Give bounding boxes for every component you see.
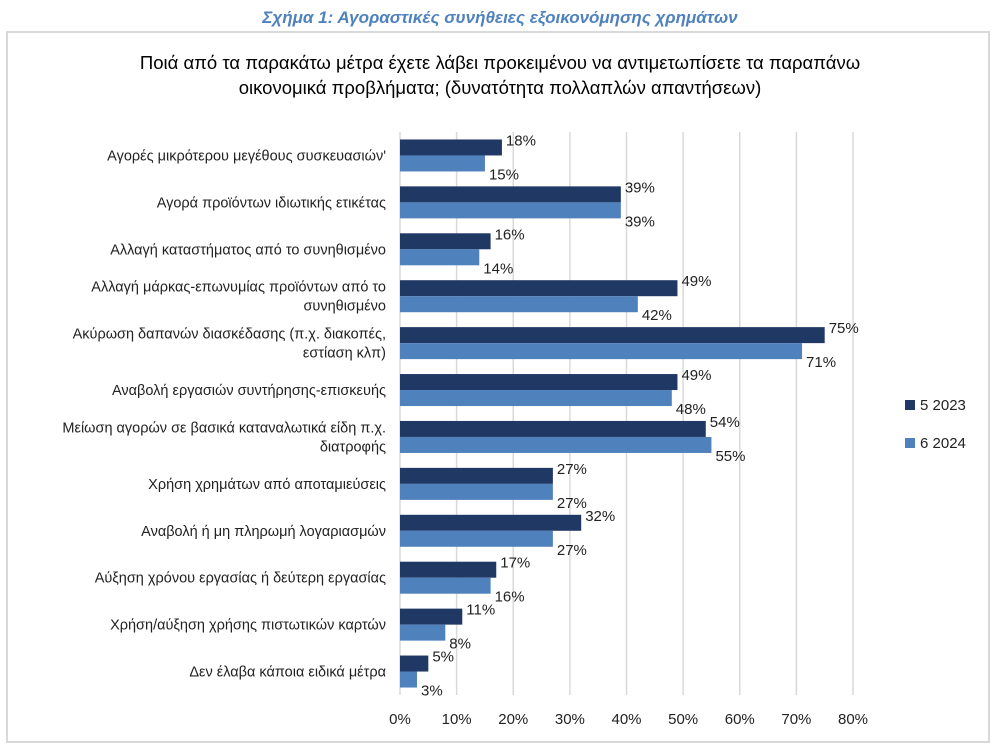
category-label: εστίαση κλπ) — [303, 346, 386, 362]
legend-swatch — [905, 400, 915, 410]
category-label: Αναβολή εργασιών συντήρησης-επισκευής — [112, 383, 386, 399]
category-label: Ακύρωση δαπανών διασκέδασης (π.χ. διακοπ… — [73, 327, 386, 343]
x-tick-label: 20% — [498, 711, 528, 728]
chart-title-line: οικονομικά προβλήματα; (δυνατότητα πολλα… — [238, 77, 762, 98]
category-label: Αλλαγή καταστήματος από το συνηθισμένο — [110, 242, 386, 258]
x-tick-label: 70% — [781, 711, 811, 728]
x-tick-label: 0% — [389, 711, 411, 728]
data-label: 75% — [829, 320, 859, 337]
bar — [400, 186, 621, 203]
legend-swatch — [905, 438, 915, 448]
data-label: 49% — [681, 367, 711, 384]
category-label: Αύξηση χρόνου εργασίας ή δεύτερη εργασία… — [95, 571, 386, 587]
bar — [400, 514, 582, 531]
bar — [400, 155, 485, 172]
chart-title-line: Ποιά από τα παρακάτω μέτρα έχετε λάβει π… — [139, 52, 861, 73]
data-label: 55% — [715, 448, 745, 465]
bar — [400, 343, 803, 360]
bar — [400, 577, 491, 594]
data-label: 39% — [625, 213, 655, 230]
data-label: 16% — [495, 589, 525, 606]
data-label: 27% — [557, 542, 587, 559]
category-label: συνηθισμένο — [303, 299, 386, 315]
bar — [400, 624, 446, 641]
bar — [400, 467, 553, 484]
bar — [400, 483, 553, 500]
bar — [400, 374, 678, 391]
data-label: 3% — [421, 683, 443, 700]
data-label: 27% — [557, 461, 587, 478]
bar — [400, 390, 672, 407]
x-tick-label: 30% — [555, 711, 585, 728]
category-label: Χρήση χρημάτων από αποταμιεύσεις — [148, 477, 386, 493]
data-label: 16% — [495, 226, 525, 243]
figure-title: Σχήμα 1: Αγοραστικές συνήθειες εξοικονόμ… — [262, 8, 738, 27]
chart-frame — [6, 31, 990, 743]
data-label: 54% — [710, 414, 740, 431]
data-label: 32% — [585, 508, 615, 525]
bar — [400, 233, 491, 250]
data-label: 71% — [806, 354, 836, 371]
bar — [400, 608, 463, 625]
category-label: Αναβολή ή μη πληρωμή λογαριασμών — [141, 524, 386, 540]
data-label: 17% — [500, 555, 530, 572]
bar — [400, 530, 553, 547]
bar — [400, 296, 638, 313]
x-tick-label: 50% — [668, 711, 698, 728]
data-label: 15% — [489, 166, 519, 183]
category-label: Χρήση/αύξηση χρήσης πιστωτικών καρτών — [110, 618, 386, 634]
x-tick-label: 40% — [611, 711, 641, 728]
data-label: 49% — [681, 273, 711, 290]
bar — [400, 420, 706, 437]
bar — [400, 561, 497, 578]
bar — [400, 249, 480, 266]
data-label: 5% — [432, 649, 454, 666]
data-label: 14% — [483, 260, 513, 277]
category-label: Αγορά προϊόντων ιδιωτικής ετικέτας — [157, 195, 386, 211]
chart-title: Ποιά από τα παρακάτω μέτρα έχετε λάβει π… — [0, 50, 1000, 100]
category-label: Δεν έλαβα κάποια ειδικά μέτρα — [189, 665, 386, 681]
category-label: Μείωση αγορών σε βασικά καταναλωτικά είδ… — [62, 420, 386, 436]
data-label: 39% — [625, 179, 655, 196]
bar — [400, 671, 417, 688]
bar — [400, 436, 712, 453]
category-label: Αγορές μικρότερου μεγέθους συσκευασιών' — [107, 148, 386, 164]
bar — [400, 655, 429, 672]
category-label: Αλλαγή μάρκας-επωνυμίας προϊόντων από το — [91, 280, 386, 296]
data-label: 8% — [449, 636, 471, 653]
x-tick-label: 80% — [838, 711, 868, 728]
data-label: 27% — [557, 495, 587, 512]
bar — [400, 280, 678, 297]
bar — [400, 202, 621, 219]
bar — [400, 139, 502, 156]
bar — [400, 327, 825, 344]
category-label: διατροφής — [320, 439, 386, 455]
x-tick-label: 10% — [442, 711, 472, 728]
data-label: 42% — [642, 307, 672, 324]
data-label: 18% — [506, 132, 536, 149]
legend-label: 5 2023 — [920, 397, 966, 414]
x-tick-label: 60% — [725, 711, 755, 728]
legend-label: 6 2024 — [920, 435, 966, 452]
data-label: 11% — [466, 602, 495, 619]
data-label: 48% — [676, 401, 706, 418]
